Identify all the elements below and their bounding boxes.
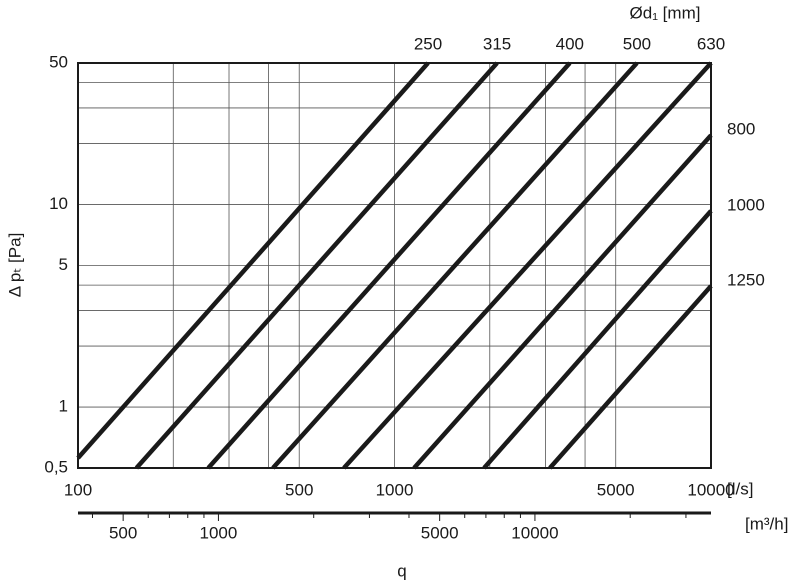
x-tick-label: 100: [64, 480, 92, 499]
x2-tick-label: 5000: [421, 523, 459, 542]
y-tick-label: 1: [59, 397, 68, 416]
series-line: [482, 209, 713, 470]
x-tick-label: 10000: [687, 480, 734, 499]
series-label: 315: [483, 34, 511, 53]
series-line: [76, 61, 430, 460]
series-line: [206, 61, 572, 470]
series-line: [412, 133, 713, 470]
series-line: [548, 284, 713, 470]
x-tick-label: 5000: [597, 480, 635, 499]
series-label: 500: [623, 34, 651, 53]
series-title: Ød₁ [mm]: [630, 3, 701, 22]
plot-frame: [77, 62, 712, 469]
x2-tick-label: 1000: [200, 523, 238, 542]
x-tick-label: 1000: [376, 480, 414, 499]
x-tick-label: 500: [285, 480, 313, 499]
series-label: 800: [727, 120, 755, 139]
series-label: 1250: [727, 270, 765, 289]
series-label: 250: [414, 34, 442, 53]
series-label: 630: [697, 34, 725, 53]
y-tick-label: 0,5: [44, 457, 68, 476]
y-axis-label: Δ pₜ [Pa]: [5, 233, 24, 298]
y-tick-label: 50: [49, 52, 68, 71]
y-tick-label: 5: [59, 255, 68, 274]
y-tick-label: 10: [49, 194, 68, 213]
series-label: 400: [556, 34, 584, 53]
x2-tick-label: 500: [109, 523, 137, 542]
bottom-label: q: [397, 561, 406, 580]
x2-axis-label: [m³/h]: [745, 514, 788, 533]
series-line: [271, 61, 639, 470]
series-line: [134, 61, 499, 470]
x2-tick-label: 10000: [511, 523, 558, 542]
x-axis-label: [l/s]: [727, 479, 753, 498]
series-label: 1000: [727, 195, 765, 214]
series-line: [342, 61, 713, 470]
